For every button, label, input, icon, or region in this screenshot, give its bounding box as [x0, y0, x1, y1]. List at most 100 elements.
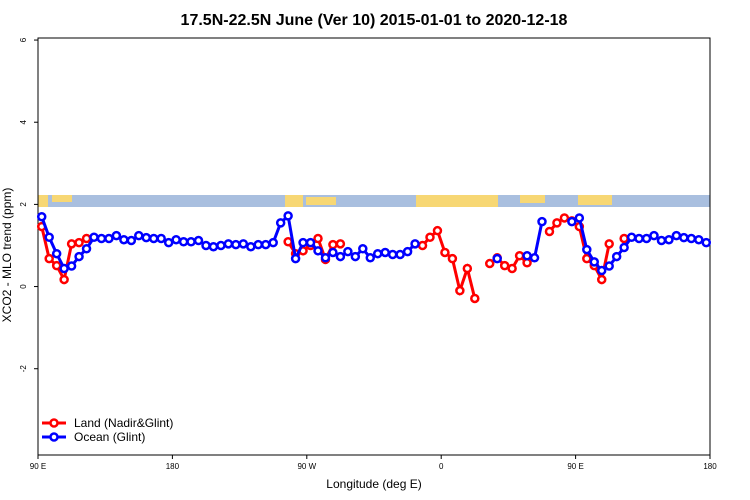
data-point: [582, 253, 592, 264]
data-point: [305, 237, 316, 248]
data-point: [574, 213, 585, 223]
data-point: [104, 233, 114, 244]
data-point: [499, 260, 510, 271]
data-point: [402, 246, 413, 257]
data-point: [328, 239, 338, 250]
data-point: [611, 251, 622, 262]
data-point: [44, 253, 54, 264]
data-point: [470, 293, 480, 304]
y-tick-label: -2: [19, 365, 28, 373]
data-point: [350, 251, 361, 262]
data-point: [484, 258, 495, 269]
data-point: [335, 251, 346, 262]
data-point: [141, 232, 152, 243]
y-axis-label: XCO2 - MLO trend (ppm): [0, 188, 14, 323]
y-tick-label: 2: [19, 202, 28, 207]
legend-marker: [49, 418, 59, 428]
data-point: [417, 240, 428, 251]
data-point: [567, 216, 577, 227]
data-point: [604, 239, 614, 249]
data-point: [246, 241, 256, 252]
plot-frame: [37, 37, 711, 456]
data-point: [701, 237, 712, 248]
data-point: [492, 253, 502, 264]
data-point: [171, 234, 181, 245]
data-point: [387, 249, 398, 260]
data-point: [686, 233, 697, 244]
data-point: [432, 225, 443, 236]
data-point: [410, 239, 420, 249]
data-point: [59, 263, 69, 274]
data-point: [395, 249, 405, 260]
x-tick-label: 0: [439, 462, 444, 471]
y-tick-label: 4: [19, 119, 28, 124]
data-point: [253, 239, 264, 250]
mask-land: [285, 195, 303, 207]
data-point: [671, 230, 682, 241]
legend-label: Ocean (Glint): [74, 430, 145, 444]
mask-land: [578, 195, 612, 205]
mask-land: [306, 197, 336, 205]
x-tick-label: 180: [703, 462, 717, 471]
data-point: [126, 235, 137, 246]
data-point: [59, 274, 69, 285]
data-point: [328, 247, 338, 258]
data-point: [268, 237, 278, 248]
data-point: [223, 239, 234, 249]
data-point: [694, 234, 704, 245]
data-point: [290, 253, 301, 264]
x-tick-label: 90 W: [297, 462, 316, 471]
data-point: [462, 263, 473, 274]
land-mask: [38, 195, 710, 207]
data-point: [283, 237, 293, 247]
mask-land: [520, 195, 545, 203]
data-point: [619, 242, 629, 253]
y-tick-label: 6: [19, 37, 28, 42]
data-point: [178, 237, 189, 247]
data-point: [163, 237, 174, 248]
data-point: [596, 274, 607, 285]
data-point: [514, 250, 525, 261]
data-point: [216, 240, 226, 251]
data-point: [455, 285, 465, 296]
data-point: [148, 233, 159, 244]
y-tick-label: 0: [19, 284, 28, 289]
data-point: [193, 235, 204, 246]
mask-land: [52, 195, 72, 202]
data-point: [664, 234, 674, 245]
data-point: [619, 233, 629, 244]
data-point: [51, 260, 62, 271]
data-point: [283, 211, 293, 221]
data-point: [447, 253, 458, 264]
data-point: [582, 244, 592, 255]
data-point: [66, 261, 77, 271]
data-point: [231, 239, 241, 250]
data-point: [119, 234, 129, 245]
data-point: [641, 233, 652, 244]
data-point: [186, 237, 196, 247]
data-point: [208, 241, 219, 252]
data-point: [74, 237, 84, 248]
data-point: [81, 244, 92, 254]
data-point: [604, 261, 614, 271]
mask-land: [416, 195, 498, 207]
data-point: [313, 246, 323, 256]
legend-label: Land (Nadir&Glint): [74, 416, 173, 430]
data-point: [74, 251, 84, 262]
data-point: [238, 239, 249, 249]
data-point: [320, 253, 331, 263]
data-point: [260, 239, 271, 250]
data-point: [522, 250, 532, 261]
legend-marker: [49, 432, 59, 442]
data-point: [656, 235, 667, 246]
x-axis-label: Longitude (deg E): [326, 477, 421, 491]
data-point: [313, 233, 323, 244]
data-point: [44, 232, 54, 243]
data-point: [298, 237, 308, 248]
data-point: [134, 230, 144, 241]
data-point: [529, 253, 540, 263]
data-point: [365, 253, 376, 263]
data-point: [156, 233, 166, 244]
data-point: [634, 233, 644, 244]
